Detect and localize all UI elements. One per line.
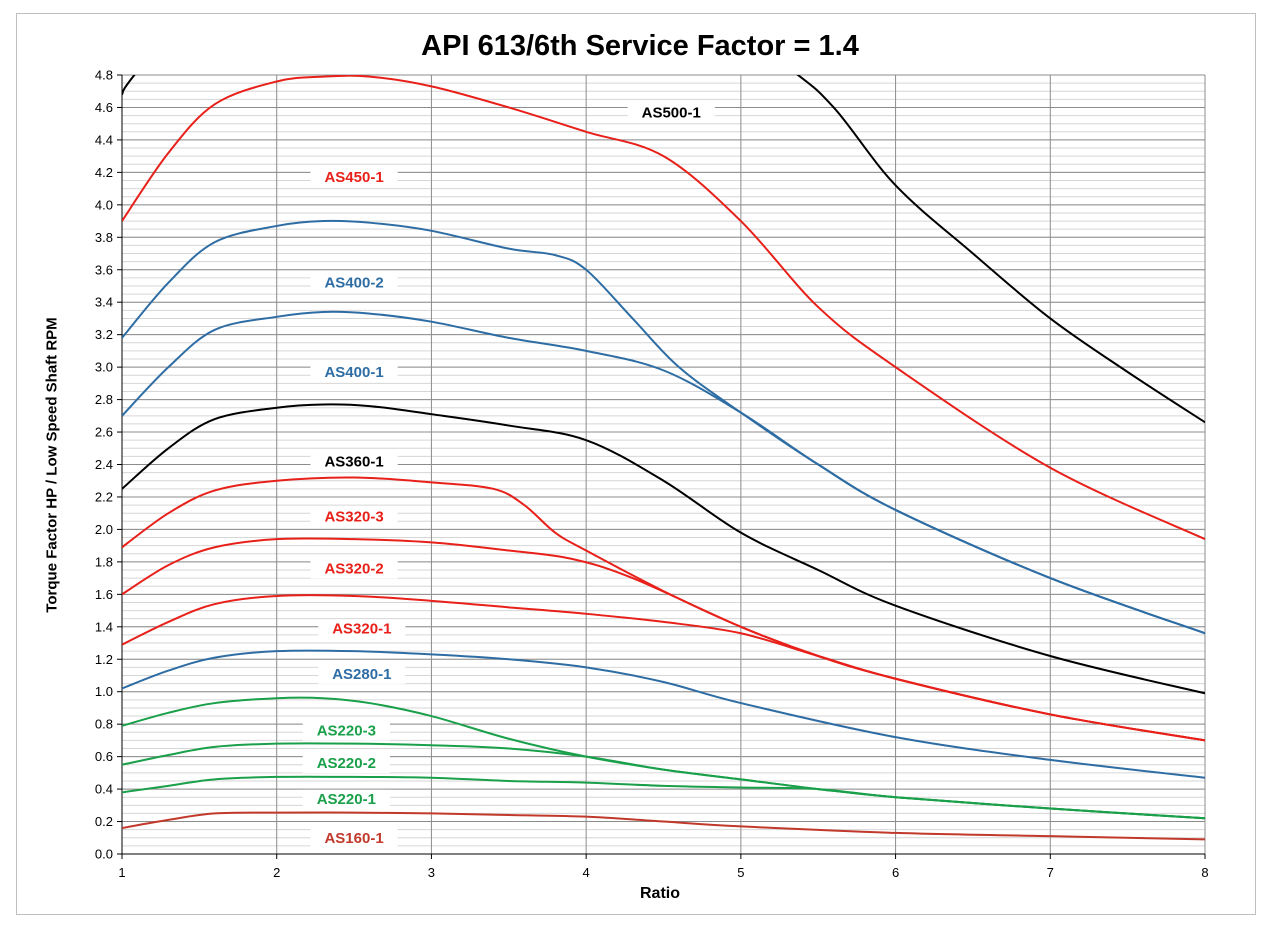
series-line-as160-1: [122, 811, 1205, 841]
x-axis-label: Ratio: [640, 885, 680, 902]
series-label-bg-as320-3: [310, 507, 398, 527]
series-label-bg-as450-1: [310, 168, 398, 188]
y-tick-label: 1.8: [95, 554, 113, 569]
series-label-as320-3: AS320-3: [324, 508, 383, 525]
y-tick-label: 1.4: [95, 619, 113, 634]
x-tick-label: 1: [118, 865, 125, 880]
series-line-as320-2: [122, 537, 1205, 742]
y-tick-label: 0.2: [95, 814, 113, 829]
chart-frame: [16, 13, 1256, 915]
x-tick-label: 5: [737, 865, 744, 880]
y-tick-label: 0.8: [95, 717, 113, 732]
y-tick-label: 4.8: [95, 68, 113, 83]
series-line-as280-1: [122, 649, 1205, 779]
y-tick-label: 0.0: [95, 847, 113, 862]
y-tick-label: 2.8: [95, 392, 113, 407]
series-line-as360-1: [122, 403, 1205, 695]
series-label-bg-as320-1: [318, 619, 406, 639]
series-group: [122, 75, 1205, 841]
series-line-as450-1: [122, 75, 1205, 541]
chart-title: API 613/6th Service Factor = 1.4: [421, 30, 859, 62]
series-label-as280-1: AS280-1: [332, 666, 391, 683]
series-label-bg-as400-1: [310, 362, 398, 382]
series-line-as220-3: [122, 696, 1205, 820]
series-label-bg-as220-1: [302, 789, 390, 809]
y-tick-label: 4.4: [95, 132, 113, 147]
series-label-as160-1: AS160-1: [324, 830, 383, 847]
x-tick-label: 3: [428, 865, 435, 880]
series-label-as320-2: AS320-2: [324, 560, 383, 577]
y-tick-label: 1.0: [95, 684, 113, 699]
y-tick-label: 0.4: [95, 782, 113, 797]
series-label-as220-2: AS220-2: [317, 755, 376, 772]
series-label-bg-as220-2: [302, 754, 390, 774]
series-label-bg-as360-1: [310, 452, 398, 472]
y-tick-label: 4.2: [95, 165, 113, 180]
series-line-as320-3: [122, 476, 1205, 742]
y-tick-label: 1.6: [95, 587, 113, 602]
series-label-bg-as280-1: [318, 664, 406, 684]
y-tick-label: 1.2: [95, 652, 113, 667]
series-label-as400-1: AS400-1: [324, 364, 383, 381]
y-tick-label: 2.0: [95, 522, 113, 537]
series-line-as400-2: [122, 219, 1205, 635]
x-tick-label: 6: [892, 865, 899, 880]
series-label-as400-2: AS400-2: [324, 275, 383, 292]
y-tick-label: 2.2: [95, 489, 113, 504]
y-tick-label: 3.4: [95, 295, 113, 310]
y-tick-label: 2.4: [95, 457, 113, 472]
series-label-bg-as320-2: [310, 559, 398, 579]
y-tick-label: 4.0: [95, 197, 113, 212]
series-labels: AS160-1 AS220-1 AS220-2 AS220-3 AS280-1 AS320…: [302, 103, 715, 848]
series-label-bg-as400-2: [310, 273, 398, 293]
series-label-as320-1: AS320-1: [332, 620, 391, 637]
y-tick-label: 3.0: [95, 360, 113, 375]
series-label-as500-1: AS500-1: [642, 104, 701, 121]
series-label-as450-1: AS450-1: [324, 169, 383, 186]
y-tick-label: 3.8: [95, 230, 113, 245]
x-tick-label: 7: [1047, 865, 1054, 880]
y-tick-label: 3.6: [95, 262, 113, 277]
series-line-as500-1: [122, 75, 1205, 424]
series-label-bg-as160-1: [310, 828, 398, 848]
x-tick-label: 2: [273, 865, 280, 880]
y-tick-label: 4.6: [95, 100, 113, 115]
y-tick-label: 0.6: [95, 749, 113, 764]
axes: 0.0 0.2 0.4 0.6 0.8 1.0 1.2 1.4 1.6 1.8 2.0 2.2 2.4 2…: [95, 68, 1209, 881]
series-label-as220-3: AS220-3: [317, 723, 376, 740]
series-label-as360-1: AS360-1: [324, 453, 383, 470]
y-tick-label: 2.6: [95, 425, 113, 440]
x-tick-label: 8: [1201, 865, 1208, 880]
y-tick-label: 3.2: [95, 327, 113, 342]
series-label-as220-1: AS220-1: [317, 791, 376, 808]
series-label-bg-as220-3: [302, 721, 390, 741]
x-tick-label: 4: [583, 865, 590, 880]
series-label-bg-as500-1: [627, 103, 715, 123]
